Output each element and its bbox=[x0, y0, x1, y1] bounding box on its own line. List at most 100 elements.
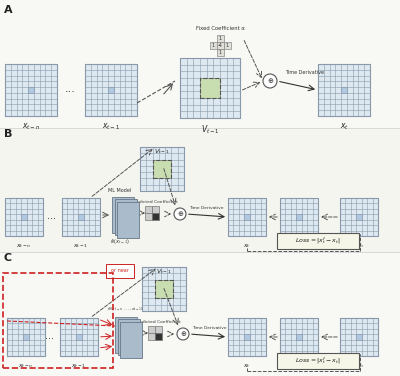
Text: $x_t^f$: $x_t^f$ bbox=[295, 362, 303, 373]
Bar bbox=[115, 317, 137, 353]
Bar bbox=[148, 333, 155, 340]
Bar bbox=[21, 214, 27, 220]
Bar bbox=[145, 213, 152, 220]
Bar bbox=[340, 198, 378, 236]
Text: $x_t$: $x_t$ bbox=[243, 362, 251, 370]
Bar bbox=[148, 326, 155, 333]
Bar bbox=[118, 320, 140, 355]
Text: $x_{t-n}$: $x_{t-n}$ bbox=[18, 362, 34, 370]
Text: $x_t$: $x_t$ bbox=[243, 242, 251, 250]
Bar bbox=[152, 159, 172, 179]
Circle shape bbox=[263, 74, 277, 88]
Circle shape bbox=[177, 328, 189, 340]
Text: ...: ... bbox=[64, 84, 76, 94]
Bar bbox=[341, 87, 347, 93]
Text: C: C bbox=[4, 253, 12, 263]
Bar bbox=[7, 318, 45, 356]
Text: 1: 1 bbox=[226, 44, 228, 49]
Text: Time Derivative: Time Derivative bbox=[189, 206, 224, 210]
Text: $Loss = |x_t^f - x_t|$: $Loss = |x_t^f - x_t|$ bbox=[295, 236, 341, 246]
Bar bbox=[216, 42, 224, 50]
Text: ...: ... bbox=[46, 331, 54, 341]
Bar bbox=[120, 322, 142, 358]
Bar bbox=[76, 334, 82, 340]
Circle shape bbox=[174, 208, 186, 220]
Text: $x_{t-1}$: $x_{t-1}$ bbox=[73, 242, 89, 250]
Text: 1: 1 bbox=[218, 36, 222, 41]
Bar bbox=[216, 35, 224, 42]
Bar bbox=[296, 214, 302, 220]
Text: A: A bbox=[4, 5, 13, 15]
Text: 1: 1 bbox=[218, 50, 222, 56]
Bar bbox=[0, 128, 400, 252]
Text: $V_{t-1}$: $V_{t-1}$ bbox=[154, 147, 170, 156]
Bar bbox=[108, 87, 114, 93]
Text: $x_t$: $x_t$ bbox=[340, 122, 348, 132]
Text: Time Derivative: Time Derivative bbox=[192, 326, 227, 330]
Bar bbox=[3, 273, 113, 368]
Bar bbox=[200, 78, 220, 98]
Text: $x_{t-n}$: $x_{t-n}$ bbox=[22, 122, 40, 132]
Bar bbox=[0, 252, 400, 376]
Bar bbox=[152, 206, 159, 213]
Bar bbox=[112, 197, 134, 233]
Bar bbox=[154, 280, 174, 299]
Bar bbox=[117, 202, 139, 238]
FancyBboxPatch shape bbox=[277, 233, 359, 249]
Text: $x_t^f$: $x_t^f$ bbox=[295, 242, 303, 253]
Bar bbox=[155, 326, 162, 333]
Text: -4: -4 bbox=[218, 44, 222, 49]
Bar bbox=[154, 280, 174, 299]
Bar bbox=[228, 318, 266, 356]
Text: ⊕: ⊕ bbox=[177, 211, 183, 217]
Text: $x_{t-n}$: $x_{t-n}$ bbox=[16, 242, 32, 250]
Bar bbox=[216, 50, 224, 56]
Bar bbox=[244, 214, 250, 220]
Text: $f_\theta(x_{t-1})$: $f_\theta(x_{t-1})$ bbox=[110, 237, 130, 246]
Bar bbox=[5, 198, 43, 236]
Bar bbox=[280, 198, 318, 236]
Bar bbox=[114, 200, 136, 235]
Text: ⊕: ⊕ bbox=[180, 331, 186, 337]
Bar bbox=[140, 147, 184, 191]
Bar bbox=[318, 64, 370, 116]
Bar bbox=[200, 78, 220, 98]
Bar bbox=[60, 318, 98, 356]
Text: $Loss = |x_t^f - x_t|$: $Loss = |x_t^f - x_t|$ bbox=[295, 356, 341, 366]
Text: ⊕: ⊕ bbox=[267, 78, 273, 84]
Text: B: B bbox=[4, 129, 12, 139]
Bar bbox=[210, 42, 216, 50]
Bar bbox=[5, 64, 57, 116]
FancyBboxPatch shape bbox=[277, 353, 359, 369]
Text: ML Model: ML Model bbox=[108, 188, 132, 193]
Bar bbox=[28, 87, 34, 93]
Bar bbox=[180, 58, 240, 118]
Bar bbox=[78, 214, 84, 220]
Bar bbox=[152, 213, 159, 220]
Text: Predicted Coefficient: Predicted Coefficient bbox=[132, 200, 178, 204]
Bar bbox=[280, 318, 318, 356]
Text: 1: 1 bbox=[212, 44, 214, 49]
Text: $x_{t-1}$: $x_{t-1}$ bbox=[102, 122, 120, 132]
Bar bbox=[356, 214, 362, 220]
Text: Fixed Coefficient α: Fixed Coefficient α bbox=[196, 26, 244, 31]
Bar bbox=[85, 64, 137, 116]
Text: $x_t^h$: $x_t^h$ bbox=[355, 242, 363, 253]
Bar bbox=[296, 334, 302, 340]
Text: Predicted Coefficient: Predicted Coefficient bbox=[135, 320, 181, 324]
Text: Time Derivative: Time Derivative bbox=[285, 70, 324, 76]
Text: $x_{t-1}$: $x_{t-1}$ bbox=[71, 362, 87, 370]
Text: $V_{t-1}$: $V_{t-1}$ bbox=[156, 267, 172, 276]
Bar bbox=[62, 198, 100, 236]
Bar bbox=[145, 206, 152, 213]
Text: $f_\theta(x_{t-n},...,x_{t-1})$: $f_\theta(x_{t-n},...,x_{t-1})$ bbox=[106, 305, 144, 313]
Bar bbox=[244, 334, 250, 340]
Bar bbox=[228, 198, 266, 236]
Bar bbox=[224, 42, 230, 50]
Bar bbox=[142, 267, 186, 311]
Text: ...: ... bbox=[48, 211, 56, 221]
Bar bbox=[152, 159, 172, 179]
Text: or near: or near bbox=[111, 268, 129, 273]
Text: $x_t^h$: $x_t^h$ bbox=[355, 362, 363, 373]
Bar bbox=[356, 334, 362, 340]
